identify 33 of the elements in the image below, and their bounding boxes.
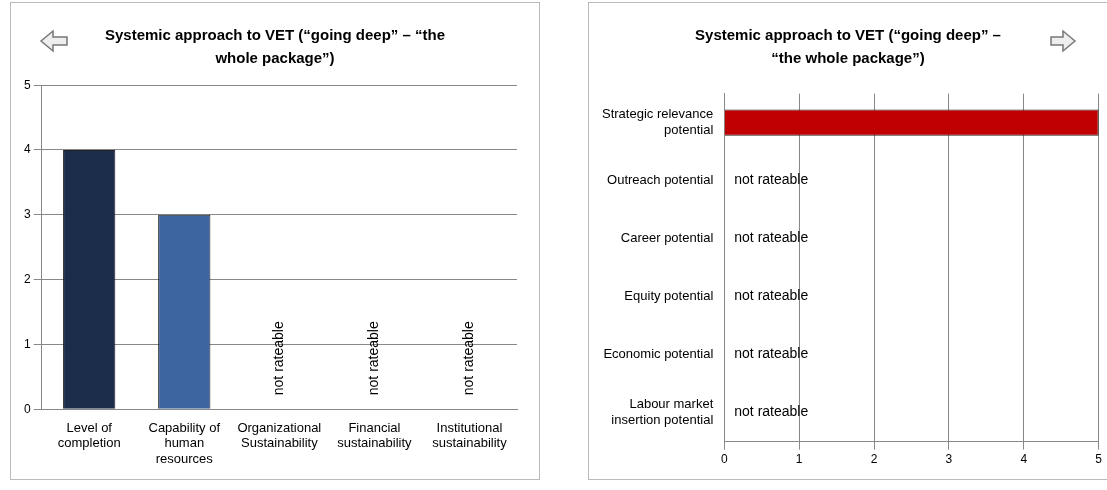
text: not rateable: [734, 345, 809, 362]
chart-title: Systemic approach to VET (“going deep” – “the whole package”): [103, 25, 447, 68]
x-tick-label: Financial sustainability: [337, 419, 413, 451]
x-tick-label: Capability of human resources: [148, 419, 221, 466]
text: not rateable: [460, 321, 477, 396]
text: not rateable: [270, 321, 287, 396]
text: not rateable: [734, 229, 809, 246]
x-tick-label: 0: [720, 452, 728, 467]
y-tick-label: Labour market insertion potential: [611, 396, 714, 427]
y-tick-label: 0: [23, 401, 31, 416]
text: not rateable: [734, 171, 809, 188]
y-tick-label: 5: [23, 77, 31, 92]
y-tick-label: Economic potential: [603, 346, 714, 362]
y-tick-label: Career potential: [620, 230, 714, 246]
y-tick-label: 1: [23, 336, 31, 351]
text: not rateable: [734, 287, 809, 304]
y-tick-label: Outreach potential: [607, 172, 714, 188]
y-tick-label: 4: [23, 142, 31, 157]
y-tick-label: 2: [23, 271, 31, 286]
text: not rateable: [734, 403, 809, 420]
x-tick-label: 4: [1020, 452, 1028, 467]
x-tick-label: 2: [870, 452, 878, 467]
y-tick-label: Strategic relevance potential: [602, 106, 714, 137]
x-tick-label: 3: [945, 452, 953, 467]
x-tick-label: Organizational Sustainability: [237, 419, 322, 451]
y-tick-label: 3: [23, 207, 31, 222]
y-tick-label: Equity potential: [624, 288, 714, 304]
x-tick-label: 1: [795, 452, 803, 467]
x-tick-label: Institutional sustainability: [432, 419, 508, 451]
chart-title: Systemic approach to VET (“going deep” – “the whole package”): [694, 25, 1002, 68]
x-tick-label: 5: [1095, 452, 1103, 467]
x-tick-label: Level of completion: [57, 419, 121, 451]
text: not rateable: [365, 321, 382, 396]
